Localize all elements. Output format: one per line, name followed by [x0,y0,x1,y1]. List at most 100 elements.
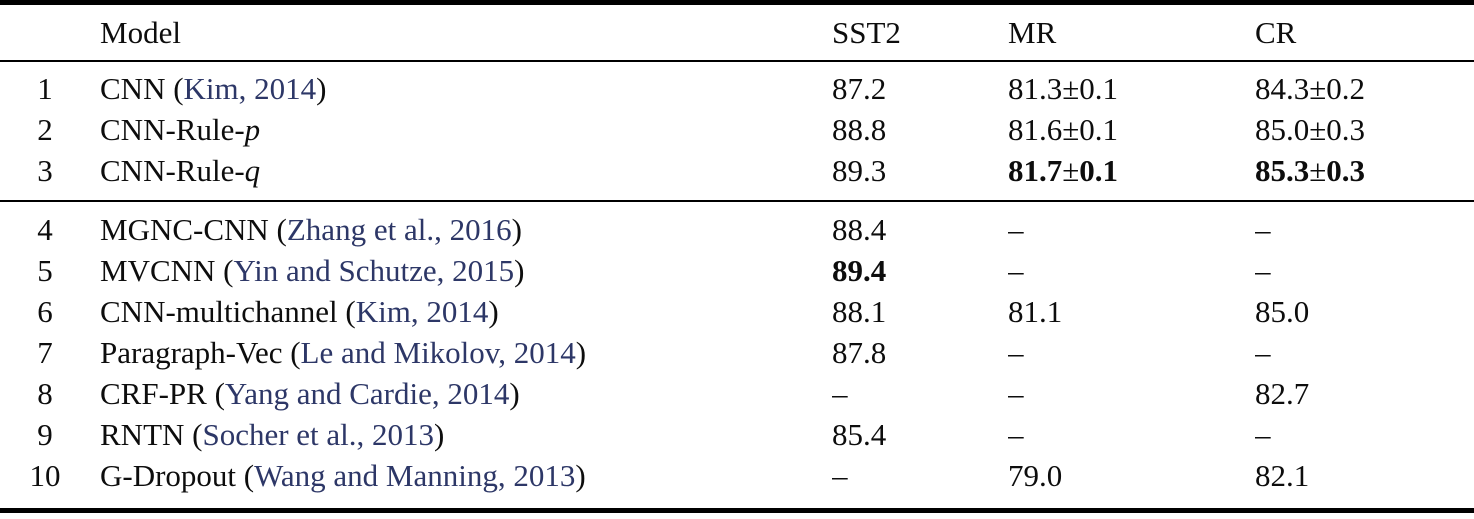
model-cell: RNTN (Socher et al., 2013) [90,414,832,455]
open-paren: ( [268,212,287,247]
row-number: 1 [37,71,53,106]
mr-value: – [1008,417,1024,452]
cr-value: 85.0±0.3 [1255,112,1366,147]
table-row: 6 CNN-multichannel (Kim, 2014) 88.1 81.1… [0,291,1474,332]
table-row: 7 Paragraph-Vec (Le and Mikolov, 2014) 8… [0,332,1474,373]
open-paren: ( [215,253,234,288]
row-number: 3 [37,153,53,188]
model-cell: CNN (Kim, 2014) [90,68,832,109]
close-paren: ) [514,253,525,288]
close-paren: ) [575,335,587,370]
sst2-value: 89.4 [832,253,887,288]
model-cell: CNN-Rule-q [90,150,832,191]
mr-value: – [1008,253,1024,288]
cr-value: 82.7 [1255,376,1310,411]
mr-value: – [1008,335,1024,370]
mr-value: – [1008,376,1024,411]
close-paren: ) [575,458,586,493]
citation-wrapper: (Yang and Cardie, 2014) [207,376,520,411]
open-paren: ( [184,417,203,452]
model-name: CRF-PR [100,376,207,411]
model-name: RNTN [100,417,185,452]
col-header-cr: CR [1255,14,1297,50]
model-name: Paragraph-Vec [100,335,283,370]
cr-value: 85.0 [1255,294,1310,329]
mr-value: 81.7±0.1 [1008,153,1119,188]
sst2-value: 85.4 [832,417,887,452]
citation-wrapper: (Kim, 2014) [337,294,499,329]
table-row: 2 CNN-Rule-p 88.8 81.6±0.1 85.0±0.3 [0,109,1474,150]
header-rule [0,60,1474,62]
close-paren: ) [434,417,445,452]
model-cell: MVCNN (Yin and Schutze, 2015) [90,250,832,291]
citation-link[interactable]: Wang and Manning, 2013 [254,458,576,493]
table-row: 3 CNN-Rule-q 89.3 81.7±0.1 85.3±0.3 [0,150,1474,191]
open-paren: ( [337,294,356,329]
model-cell: MGNC-CNN (Zhang et al., 2016) [90,209,832,250]
model-name: CNN [100,71,166,106]
mr-value: 81.3±0.1 [1008,71,1119,106]
row-number: 6 [37,294,53,329]
citation-link[interactable]: Le and Mikolov, 2014 [300,335,576,370]
close-paren: ) [316,71,327,106]
model-name: CNN-Rule- [100,153,245,188]
mr-value: – [1008,212,1024,247]
group-divider-rule [0,200,1474,202]
citation-link[interactable]: Socher et al., 2013 [202,417,435,452]
citation-wrapper: (Le and Mikolov, 2014) [282,335,586,370]
close-paren: ) [488,294,499,329]
table-row: 10 G-Dropout (Wang and Manning, 2013) – … [0,455,1474,496]
citation-wrapper: (Zhang et al., 2016) [269,212,522,247]
col-header-model: Model [100,14,181,50]
mr-value: 79.0 [1008,458,1063,493]
open-paren: ( [165,71,184,106]
header-row: Model SST2 MR CR [0,5,1474,60]
cr-value: – [1255,335,1271,370]
cr-value: – [1255,253,1271,288]
table-row: 9 RNTN (Socher et al., 2013) 85.4 – – [0,414,1474,455]
row-number: 4 [37,212,53,247]
model-name: MGNC-CNN [100,212,269,247]
cr-value: 84.3±0.2 [1255,71,1366,106]
close-paren: ) [509,376,520,411]
model-variable: p [244,112,261,147]
top-rule [0,0,1474,5]
citation-link[interactable]: Kim, 2014 [355,294,489,329]
citation-link[interactable]: Yang and Cardie, 2014 [224,376,510,411]
citation-link[interactable]: Kim, 2014 [183,71,317,106]
cr-value: – [1255,212,1271,247]
bottom-rule [0,508,1474,513]
model-cell: CRF-PR (Yang and Cardie, 2014) [90,373,832,414]
cr-value: 82.1 [1255,458,1310,493]
citation-wrapper: (Wang and Manning, 2013) [236,458,586,493]
citation-link[interactable]: Yin and Schutze, 2015 [233,253,515,288]
row-number: 5 [37,253,53,288]
cr-value: 85.3±0.3 [1255,153,1366,188]
citation-wrapper: (Socher et al., 2013) [184,417,444,452]
sst2-value: 88.8 [832,112,887,147]
sst2-value: 87.2 [832,71,887,106]
sst2-value: 88.4 [832,212,887,247]
sst2-value: 89.3 [832,153,887,188]
model-name: MVCNN [100,253,216,288]
model-cell: CNN-multichannel (Kim, 2014) [90,291,832,332]
model-cell: CNN-Rule-p [90,109,832,150]
table-row: 4 MGNC-CNN (Zhang et al., 2016) 88.4 – – [0,209,1474,250]
table-row: 1 CNN (Kim, 2014) 87.2 81.3±0.1 84.3±0.2 [0,68,1474,109]
sst2-value: 88.1 [832,294,887,329]
model-name: CNN-multichannel [100,294,338,329]
table-group-top: 1 CNN (Kim, 2014) 87.2 81.3±0.1 84.3±0.2… [0,62,1474,200]
citation-wrapper: (Yin and Schutze, 2015) [215,253,524,288]
model-variable: q [244,153,261,188]
model-name: CNN-Rule- [100,112,245,147]
citation-wrapper: (Kim, 2014) [165,71,326,106]
table-group-bottom: 4 MGNC-CNN (Zhang et al., 2016) 88.4 – –… [0,202,1474,508]
citation-link[interactable]: Zhang et al., 2016 [286,212,512,247]
model-cell: G-Dropout (Wang and Manning, 2013) [90,455,832,496]
model-cell: Paragraph-Vec (Le and Mikolov, 2014) [90,332,832,373]
row-number: 8 [37,376,53,411]
row-number: 10 [29,458,61,493]
col-header-sst2: SST2 [832,14,901,50]
cr-value: – [1255,417,1271,452]
